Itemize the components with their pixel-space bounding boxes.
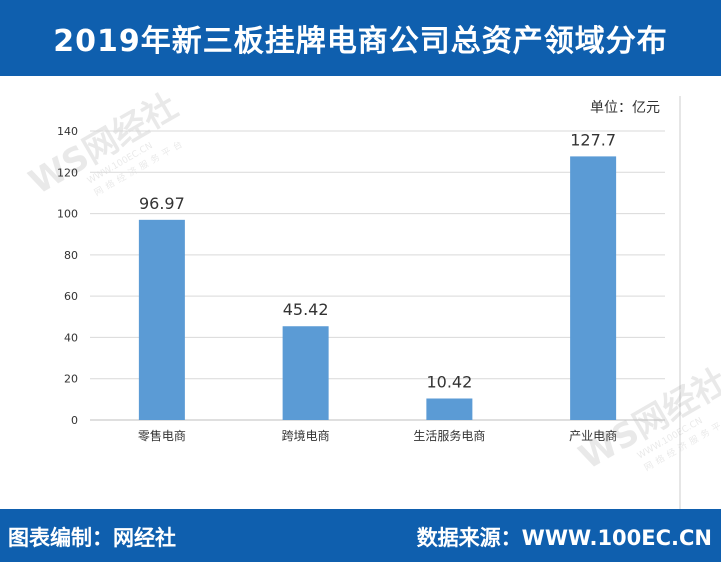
x-tick-label: 零售电商 <box>138 428 186 443</box>
x-axis-ticks: 零售电商 跨境电商 生活服务电商 产业电商 <box>138 428 617 443</box>
bars <box>138 156 617 420</box>
y-tick-label: 0 <box>71 414 78 427</box>
footer-source: 数据来源：WWW.100EC.CN <box>416 526 712 550</box>
y-axis-ticks: 0 20 40 60 80 100 120 140 <box>57 125 78 427</box>
data-labels: 96.97 45.42 10.42 127.7 <box>139 130 616 391</box>
unit-label: 单位：亿元 <box>590 100 660 116</box>
bar <box>282 326 329 420</box>
panel-divider <box>679 96 681 516</box>
y-tick-label: 40 <box>64 331 78 344</box>
data-label: 45.42 <box>283 300 329 319</box>
footer-bar: 图表编制：网经社 数据来源：WWW.100EC.CN <box>0 509 721 562</box>
page-title: 2019年新三板挂牌电商公司总资产领域分布 <box>53 24 668 59</box>
grid-lines <box>90 130 665 421</box>
y-tick-label: 120 <box>57 166 78 179</box>
x-tick-label: 跨境电商 <box>282 428 330 443</box>
data-label: 127.7 <box>570 130 616 149</box>
chart-title-banner: 2019年新三板挂牌电商公司总资产领域分布 <box>0 0 721 76</box>
data-label: 96.97 <box>139 194 185 213</box>
y-tick-label: 80 <box>64 249 78 262</box>
x-tick-label: 产业电商 <box>569 428 617 443</box>
bar <box>426 398 473 420</box>
footer-editor: 图表编制：网经社 <box>8 526 176 550</box>
y-tick-label: 140 <box>57 125 78 138</box>
x-tick-label: 生活服务电商 <box>413 428 485 443</box>
y-tick-label: 60 <box>64 290 78 303</box>
data-label: 10.42 <box>426 372 472 391</box>
y-tick-label: 100 <box>57 208 78 221</box>
bar <box>138 219 185 420</box>
y-tick-label: 20 <box>64 373 78 386</box>
bar <box>570 156 617 420</box>
